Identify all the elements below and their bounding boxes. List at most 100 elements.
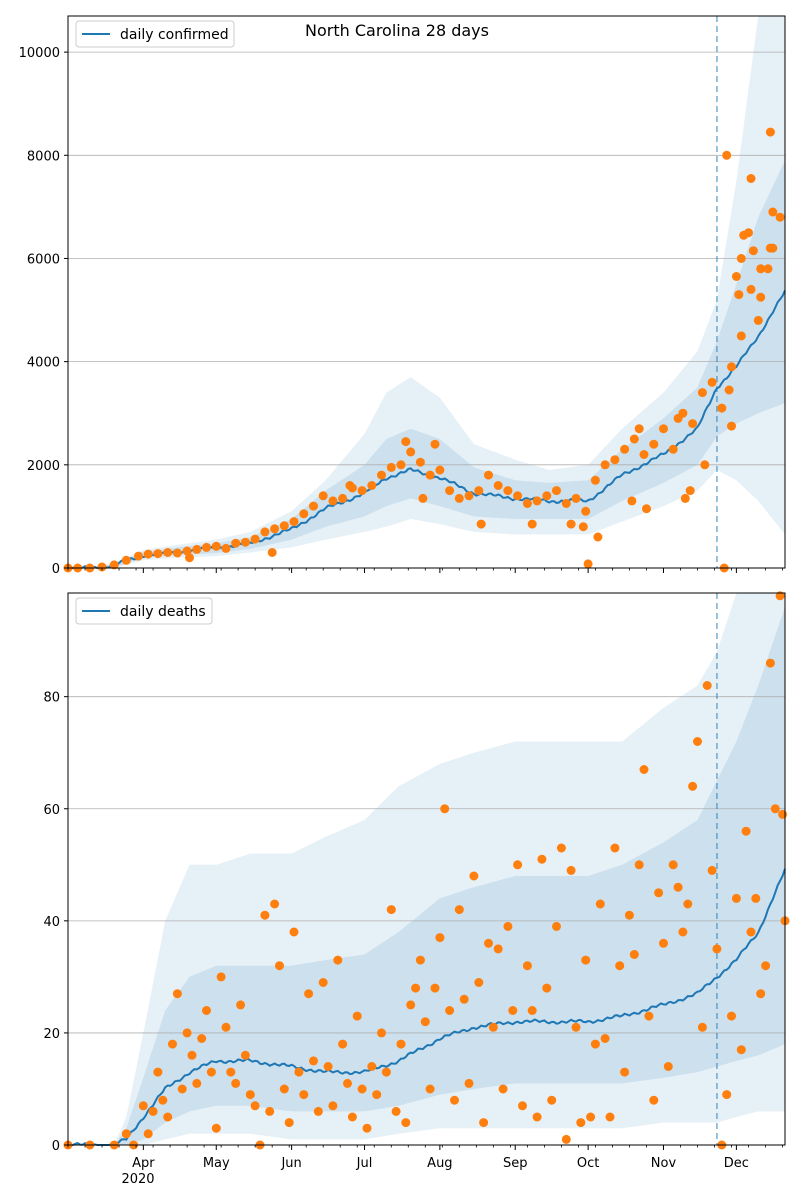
confirmed-data-point	[260, 527, 270, 537]
deaths-data-point	[372, 1090, 382, 1100]
deaths-data-point	[396, 1039, 406, 1049]
confirmed-data-point	[571, 493, 581, 503]
deaths-data-point	[644, 1011, 654, 1021]
deaths-data-point	[197, 1034, 207, 1043]
deaths-data-point	[406, 1000, 416, 1010]
deaths-data-point	[304, 989, 314, 999]
deaths-data-point	[527, 1006, 537, 1015]
confirmed-data-point	[143, 549, 153, 559]
deaths-data-point	[556, 843, 566, 853]
confirmed-data-point	[673, 413, 683, 423]
confirmed-data-point	[121, 555, 131, 565]
deaths-y-tick-label: 40	[43, 915, 60, 930]
confirmed-data-point	[561, 499, 571, 508]
deaths-data-point	[659, 938, 668, 948]
confirmed-chart-panel: 0 2000 4000 6000 8000 10000 daily confirmed N…	[19, 15, 786, 577]
deaths-data-point	[542, 983, 552, 993]
deaths-data-point	[518, 1101, 527, 1111]
confirmed-data-point	[318, 491, 328, 501]
confirmed-data-point	[192, 544, 202, 554]
confirmed-band-outer	[68, 16, 785, 568]
deaths-data-point	[727, 1011, 736, 1021]
deaths-data-point	[347, 1112, 357, 1122]
confirmed-data-point	[367, 481, 377, 490]
confirmed-data-point	[279, 521, 289, 531]
deaths-data-point	[668, 860, 678, 870]
confirmed-data-point	[338, 493, 348, 503]
deaths-data-point	[245, 1090, 255, 1100]
confirmed-legend-label: daily confirmed	[120, 27, 229, 43]
confirmed-data-point	[724, 385, 734, 395]
x-tick-label: Dec	[724, 1156, 749, 1171]
confirmed-data-point	[299, 509, 309, 519]
deaths-data-point	[415, 955, 425, 965]
deaths-data-point	[250, 1101, 260, 1111]
confirmed-data-point	[430, 439, 440, 449]
deaths-data-point	[712, 944, 722, 954]
confirmed-data-point	[211, 541, 221, 551]
confirmed-data-points	[63, 127, 785, 573]
confirmed-data-point	[552, 486, 561, 496]
confirmed-data-point	[746, 284, 756, 294]
deaths-data-point	[323, 1062, 333, 1071]
confirmed-data-point	[289, 517, 299, 527]
confirmed-data-point	[231, 538, 241, 548]
deaths-data-point	[411, 983, 421, 993]
deaths-data-point	[240, 1050, 250, 1060]
confirmed-data-point	[634, 424, 644, 434]
confirmed-y-tick-label: 2000	[27, 459, 60, 474]
deaths-x-axis: Apr May Jun Jul Aug Sep Oct Nov Dec	[67, 1145, 783, 1171]
deaths-data-point	[362, 1123, 372, 1133]
deaths-data-point	[537, 854, 547, 864]
confirmed-y-tick-label: 0	[52, 562, 60, 577]
deaths-data-point	[581, 955, 591, 965]
deaths-data-point	[770, 804, 780, 814]
deaths-data-point	[328, 1101, 338, 1111]
deaths-data-point	[673, 882, 683, 892]
deaths-data-point	[121, 1129, 131, 1139]
deaths-data-point	[479, 1118, 489, 1128]
deaths-data-point	[202, 1006, 211, 1015]
x-tick-label: Apr	[132, 1156, 155, 1171]
confirmed-data-point	[649, 439, 659, 449]
deaths-data-point	[746, 927, 756, 937]
confirmed-data-point	[629, 434, 639, 444]
confirmed-y-tick-label: 4000	[27, 356, 60, 371]
confirmed-data-point	[163, 548, 173, 557]
deaths-data-point	[654, 888, 664, 898]
deaths-data-point	[294, 1067, 304, 1077]
deaths-y-axis: 0 20 40 60 80	[43, 691, 68, 1154]
deaths-data-point	[148, 1106, 158, 1116]
confirmed-data-point	[688, 419, 698, 429]
confirmed-data-point	[527, 519, 537, 529]
confirmed-data-point	[522, 499, 532, 508]
confirmed-data-point	[680, 493, 690, 503]
confirmed-data-point	[744, 228, 753, 238]
x-tick-label: Jun	[280, 1156, 301, 1171]
confirmed-y-tick-label: 6000	[27, 252, 60, 267]
deaths-data-point	[605, 1112, 615, 1122]
deaths-data-point	[624, 910, 634, 920]
confirmed-data-point	[627, 496, 637, 506]
confirmed-data-point	[700, 460, 710, 470]
confirmed-data-point	[425, 470, 435, 480]
deaths-data-point	[678, 927, 688, 937]
confirmed-y-tick-label: 10000	[19, 46, 60, 61]
deaths-data-point	[138, 1101, 148, 1111]
confirmed-data-point	[746, 174, 756, 183]
confirmed-data-point	[727, 421, 736, 431]
deaths-data-point	[226, 1067, 236, 1077]
confirmed-data-point	[734, 290, 744, 300]
confirmed-data-point	[736, 254, 746, 263]
deaths-data-point	[639, 765, 649, 774]
deaths-data-point	[741, 826, 751, 836]
confirmed-data-point	[639, 450, 649, 459]
confirmed-data-point	[775, 212, 785, 222]
deaths-data-point	[216, 972, 226, 982]
deaths-data-point	[153, 1067, 163, 1077]
confirmed-data-point	[600, 460, 610, 470]
deaths-data-point	[318, 978, 328, 987]
confirmed-data-point	[464, 491, 474, 501]
confirmed-data-point	[493, 481, 503, 490]
deaths-data-point	[309, 1056, 318, 1066]
